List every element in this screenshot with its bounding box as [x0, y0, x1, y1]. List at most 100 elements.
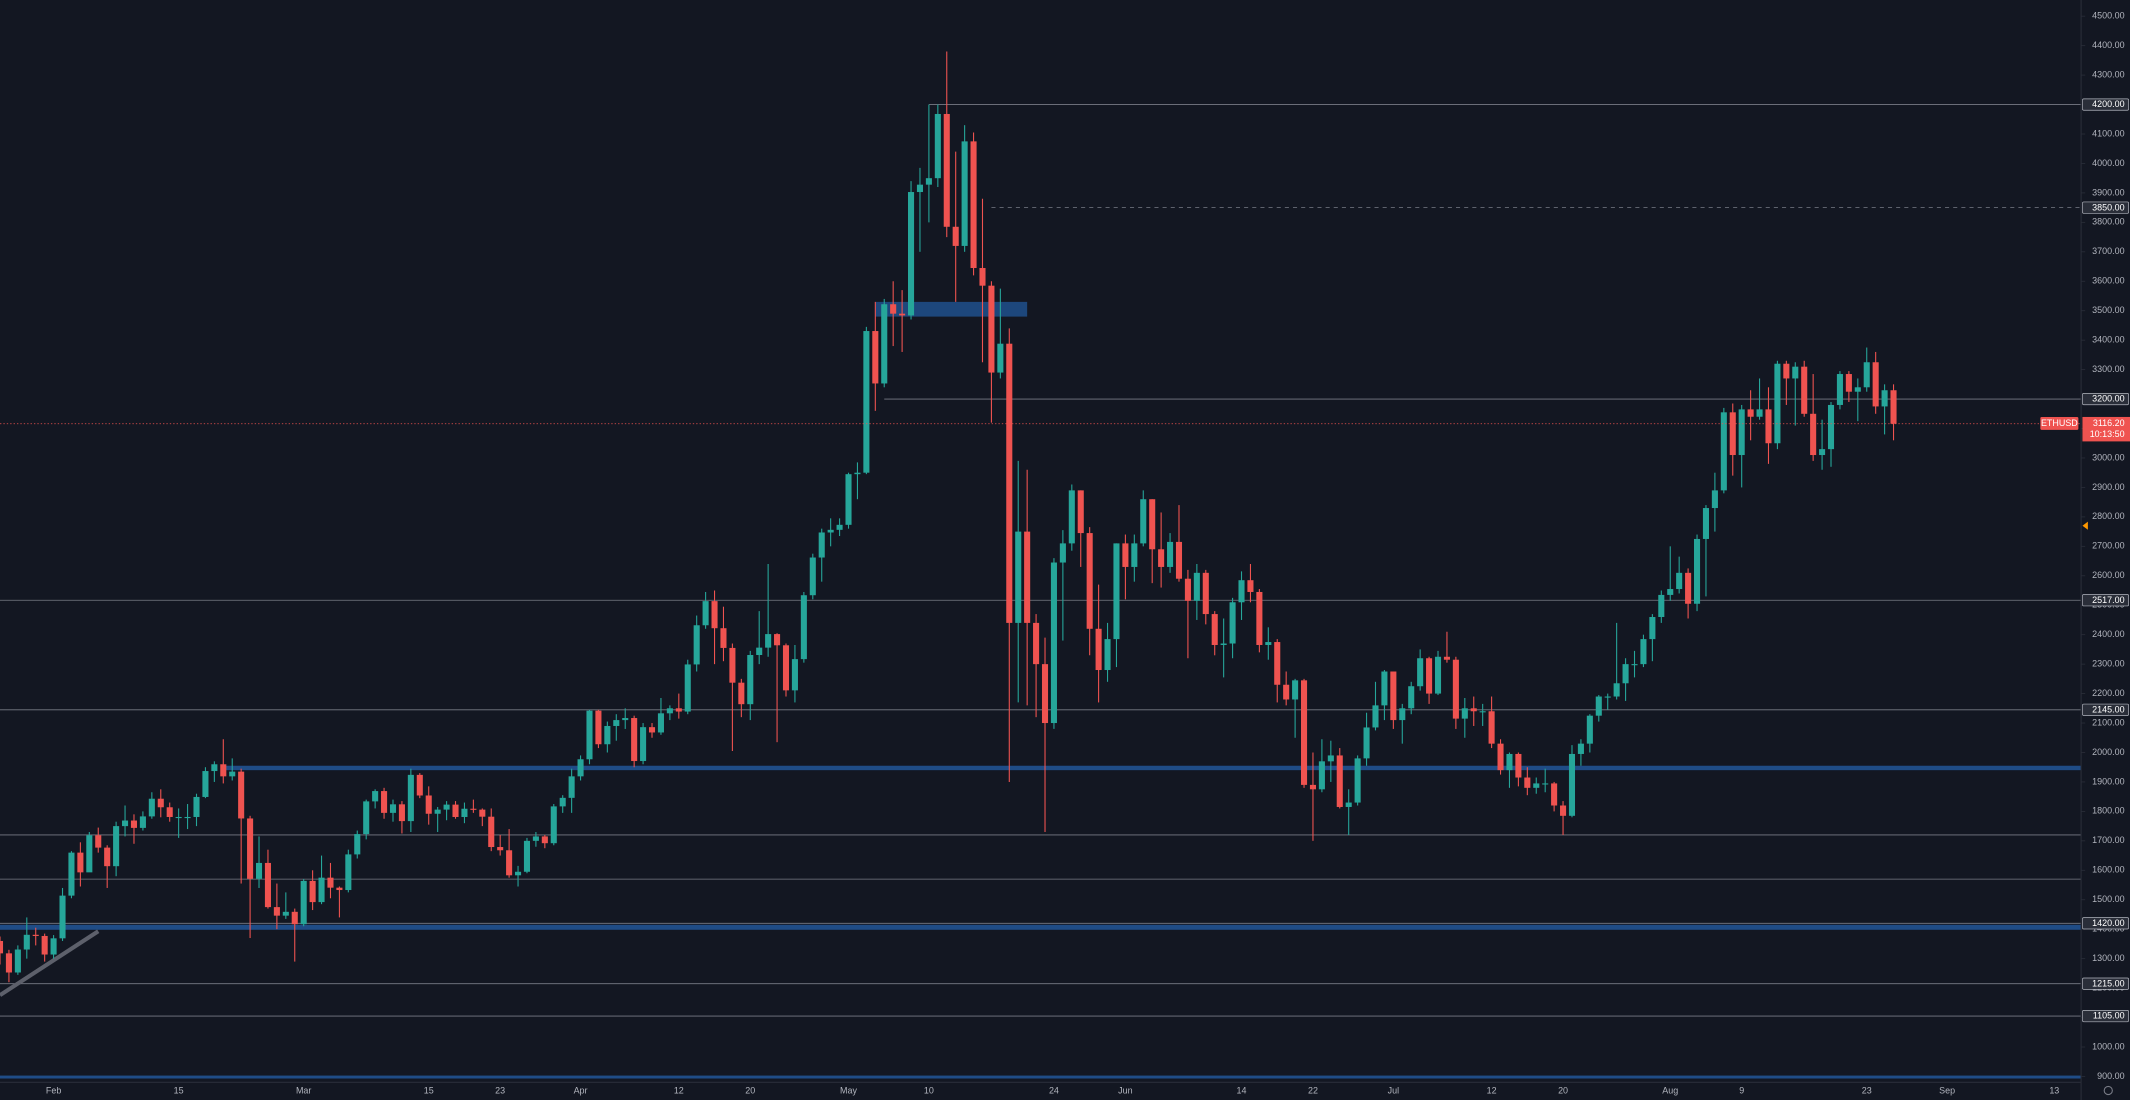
- candle-body: [381, 791, 388, 813]
- candle-body: [809, 557, 816, 596]
- candle-body: [1229, 602, 1236, 644]
- candle-body: [1720, 412, 1727, 491]
- candle-body: [1506, 753, 1513, 771]
- candle-body: [666, 708, 673, 714]
- candle-body: [595, 710, 602, 745]
- candle-body: [648, 727, 656, 733]
- candle-body: [1658, 594, 1665, 618]
- level-label: 3200.00: [2092, 394, 2124, 404]
- x-tick-label: Jul: [1388, 1086, 1399, 1096]
- candle-body: [1149, 499, 1156, 550]
- candle-body: [1175, 541, 1183, 579]
- range-box: [875, 301, 1028, 317]
- candle-body: [1613, 683, 1620, 697]
- candle-body: [577, 759, 584, 777]
- level-badge: [2082, 594, 2129, 607]
- candle-body: [1676, 572, 1683, 590]
- candle-body: [336, 887, 343, 891]
- symbol-label: ETHUSD: [2041, 418, 2078, 428]
- candle-body: [104, 847, 111, 867]
- candle-body: [952, 226, 959, 246]
- x-tick-label: 10: [924, 1086, 934, 1096]
- candle-body: [139, 816, 146, 828]
- candle-body: [211, 764, 218, 772]
- y-tick-label: 3300.00: [2092, 364, 2124, 374]
- candle-body: [1300, 680, 1308, 785]
- x-tick-label: Aug: [1662, 1086, 1678, 1096]
- candle-body: [1059, 543, 1066, 563]
- candle-body: [684, 664, 691, 712]
- candle-body: [890, 304, 897, 314]
- candle-body: [86, 835, 93, 873]
- candle-body: [68, 852, 75, 896]
- trend-line: [0, 929, 100, 997]
- candle-body: [1649, 617, 1656, 640]
- candle-body: [675, 708, 682, 712]
- level-label: 2145.00: [2092, 704, 2124, 714]
- candle-body: [1631, 664, 1638, 666]
- candle-body: [1756, 409, 1763, 417]
- candle-body: [747, 655, 754, 705]
- candle-body: [452, 804, 459, 817]
- y-tick-label: 3600.00: [2092, 276, 2124, 286]
- candle-body: [50, 938, 57, 955]
- candle-body: [943, 113, 950, 227]
- alert-marker: [2082, 521, 2088, 530]
- level-label: 2517.00: [2092, 595, 2124, 605]
- candle-body: [1104, 639, 1111, 671]
- y-tick-label: 2900.00: [2092, 482, 2124, 492]
- candle-body: [1542, 783, 1549, 785]
- candle-body: [1533, 783, 1540, 788]
- candle-body: [1140, 499, 1147, 544]
- candle-body: [1560, 805, 1567, 816]
- candle-body: [1068, 490, 1075, 544]
- candle-body: [1033, 622, 1040, 665]
- candle-body: [1390, 671, 1397, 721]
- candle-body: [827, 529, 834, 533]
- candle-body: [872, 331, 879, 384]
- x-tick-label: Jun: [1118, 1086, 1132, 1096]
- candle-body: [550, 806, 557, 844]
- candle-body: [407, 774, 414, 822]
- candle-body: [113, 826, 120, 867]
- candle-body: [631, 718, 638, 762]
- candle-body: [32, 934, 39, 936]
- candle-body: [77, 852, 84, 873]
- candle-body: [193, 796, 200, 817]
- plot-area: [0, 51, 2082, 1079]
- candle-body: [1524, 777, 1531, 788]
- y-tick-label: 1900.00: [2092, 776, 2124, 786]
- candle-body: [1515, 753, 1522, 778]
- candle-body: [1024, 531, 1031, 623]
- settings-icon[interactable]: [2103, 1085, 2113, 1096]
- level-badge: [2082, 977, 2129, 990]
- candle-body: [300, 880, 307, 925]
- candle-body: [586, 710, 593, 760]
- candle-body: [354, 834, 361, 855]
- candle-body: [95, 835, 102, 848]
- y-tick-label: 3400.00: [2092, 335, 2124, 345]
- candle-body: [613, 720, 620, 726]
- last-price-label: 3116.20: [2093, 418, 2125, 428]
- y-tick-label: 2800.00: [2092, 511, 2124, 521]
- candle-body: [1274, 642, 1281, 685]
- candle-body: [461, 808, 468, 817]
- x-tick-label: Apr: [574, 1086, 588, 1096]
- level-badge: [2082, 201, 2129, 214]
- candle-body: [1577, 743, 1584, 754]
- candle-body: [1783, 363, 1790, 379]
- x-tick-label: Mar: [296, 1086, 311, 1096]
- candle-body: [640, 727, 647, 762]
- candle-body: [175, 816, 182, 819]
- candle-body: [1363, 727, 1370, 759]
- x-tick-label: 9: [1739, 1086, 1744, 1096]
- candle-body: [863, 331, 870, 473]
- candle-body: [1827, 404, 1835, 450]
- candle-body: [1158, 549, 1165, 567]
- candle-body: [908, 192, 915, 316]
- y-tick-label: 2600.00: [2092, 570, 2124, 580]
- candle-body: [1604, 696, 1611, 698]
- y-tick-label: 2700.00: [2092, 541, 2124, 551]
- candle-body: [1336, 755, 1343, 807]
